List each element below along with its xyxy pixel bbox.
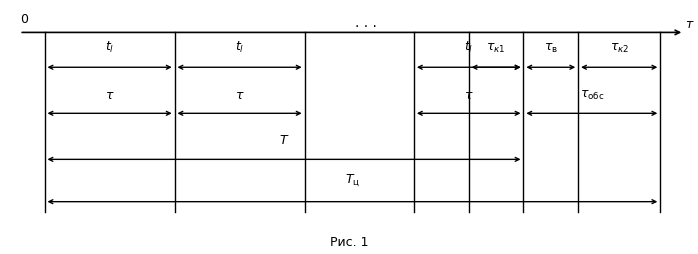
Text: $\tau$: $\tau$ — [105, 89, 114, 102]
Text: · · ·: · · · — [355, 20, 377, 35]
Text: $\tau_{\kappa 1}$: $\tau_{\kappa 1}$ — [487, 42, 506, 55]
Text: $\tau_{\text{обс}}$: $\tau_{\text{обс}}$ — [579, 89, 604, 102]
Text: $T_{\text{ц}}$: $T_{\text{ц}}$ — [345, 173, 360, 189]
Text: $\tau$: $\tau$ — [464, 89, 473, 102]
Text: Рис. 1: Рис. 1 — [329, 236, 369, 249]
Text: $T$: $T$ — [279, 134, 289, 147]
Text: $\tau_{\text{в}}$: $\tau_{\text{в}}$ — [544, 42, 558, 55]
Text: т: т — [685, 19, 693, 31]
Text: $\tau$: $\tau$ — [235, 89, 244, 102]
Text: $\tau_{\kappa 2}$: $\tau_{\kappa 2}$ — [609, 42, 629, 55]
Text: 0: 0 — [20, 13, 28, 26]
Text: $t_l$: $t_l$ — [464, 40, 473, 55]
Text: $t_l$: $t_l$ — [105, 40, 114, 55]
Text: $t_l$: $t_l$ — [235, 40, 244, 55]
